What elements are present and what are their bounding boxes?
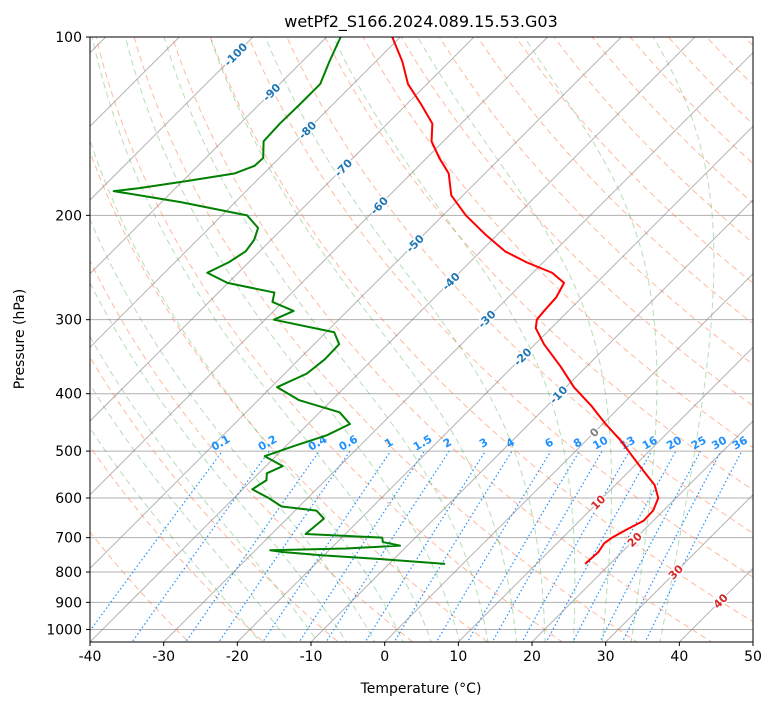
temperature-trace <box>391 37 660 565</box>
mixing-ratio-line <box>393 450 513 642</box>
dry-adiabat-line <box>515 37 753 284</box>
dry-adiabat-line <box>324 37 753 491</box>
mixing-ratio-line <box>491 450 603 642</box>
y-tick-label: 300 <box>55 313 82 329</box>
isotherm-line <box>90 37 549 496</box>
isotherm-line <box>236 125 753 642</box>
moist-adiabat-line <box>90 335 319 642</box>
y-tick-label: 400 <box>55 387 82 403</box>
sounding-traces <box>112 37 660 565</box>
dry-adiabat-line <box>90 531 190 642</box>
moist-adiabat-line <box>90 138 404 642</box>
moist-adiabat-line <box>124 37 461 642</box>
isotherm-line <box>310 199 753 642</box>
y-tick-label: 600 <box>55 491 82 507</box>
mixing-ratio-line <box>435 450 552 642</box>
moist-adiabat-line <box>90 427 261 642</box>
isotherm-line <box>90 37 475 422</box>
isotherm-line <box>604 493 753 642</box>
isotherm-line <box>90 37 402 349</box>
dry-adiabat-line <box>209 37 753 623</box>
mixing-ratio-line <box>218 450 351 642</box>
dry-adiabats <box>90 37 753 642</box>
dry-adiabat-line <box>248 37 753 578</box>
isotherm-line <box>90 37 181 128</box>
dry-adiabat-line <box>90 356 339 642</box>
dry-adiabat-line <box>90 445 265 642</box>
dry-adiabat-line <box>133 37 638 642</box>
y-tick-label: 800 <box>55 565 82 581</box>
mixing-ratio-line <box>599 450 702 642</box>
isotherm-line <box>531 420 753 642</box>
moist-adiabat-line <box>163 37 489 642</box>
x-tick-label: 0 <box>380 649 389 665</box>
isotherms <box>90 37 753 642</box>
mixing-ratio-line <box>572 450 677 642</box>
x-tick-label: 50 <box>744 649 762 665</box>
mixing-ratio-line <box>466 450 580 642</box>
isotherm-line <box>457 346 753 642</box>
dry-adiabat-line <box>95 37 564 642</box>
y-tick-label: 900 <box>55 595 82 611</box>
y-tick-label: 500 <box>55 444 82 460</box>
chart-title: wetPf2_S166.2024.089.15.53.G03 <box>284 12 558 32</box>
x-tick-label: 30 <box>597 649 615 665</box>
moist-adiabat-line <box>417 37 613 642</box>
isotherm-line <box>90 37 696 642</box>
y-axis-ticks: 100 200 300 400 500 600 700 800 900 1000 <box>46 30 90 638</box>
x-tick-label: -30 <box>152 649 175 665</box>
plot-frame <box>89 36 754 643</box>
moist-adiabat-line <box>264 37 546 642</box>
y-tick-label: 100 <box>55 30 82 46</box>
mixing-ratio-lines <box>90 450 743 642</box>
isotherm-line <box>90 37 623 570</box>
mixing-ratio-line <box>131 450 270 642</box>
moist-adiabats <box>90 37 715 642</box>
dry-adiabat-line <box>90 259 414 642</box>
x-tick-label: -10 <box>300 649 323 665</box>
x-tick-label: 20 <box>523 649 541 665</box>
dewpoint-trace <box>112 37 446 565</box>
y-axis-label: Pressure (hPa) <box>12 289 28 389</box>
moist-adiabat-line <box>90 218 376 642</box>
mixing-ratio-line <box>298 450 425 642</box>
mixing-ratio-line <box>545 450 653 642</box>
pressure-gridlines <box>90 37 753 630</box>
y-tick-label: 1000 <box>46 622 82 638</box>
mixing-ratio-line <box>325 450 450 642</box>
moist-adiabat-line <box>90 281 347 642</box>
x-tick-label: 10 <box>449 649 467 665</box>
mixing-ratio-line <box>262 450 392 642</box>
moist-adiabat-line <box>90 383 290 642</box>
x-tick-label: 40 <box>670 649 688 665</box>
y-tick-label: 200 <box>55 208 82 224</box>
dry-adiabat-line <box>362 37 753 449</box>
x-axis-label: Temperature (°C) <box>360 681 482 697</box>
moist-adiabat-line <box>91 37 432 642</box>
x-axis-ticks: -40 -30 -20 -10 0 10 20 30 40 50 <box>79 642 762 665</box>
mixing-ratio-line <box>90 450 223 632</box>
mixing-ratio-line <box>521 450 631 642</box>
isotherm-line <box>162 51 753 642</box>
moist-adiabat-line <box>209 37 517 642</box>
moist-adiabat-line <box>332 37 576 642</box>
x-tick-label: -20 <box>226 649 249 665</box>
isotherm-line <box>90 37 254 201</box>
x-tick-label: -40 <box>79 649 102 665</box>
isotherm-line <box>383 272 753 642</box>
dry-adiabat-line <box>90 150 489 642</box>
y-tick-label: 700 <box>55 531 82 547</box>
mixing-ratio-line <box>364 450 486 642</box>
moist-adiabat-line <box>652 37 715 642</box>
dry-adiabat-line <box>171 37 713 642</box>
isotherm-line <box>90 37 328 275</box>
